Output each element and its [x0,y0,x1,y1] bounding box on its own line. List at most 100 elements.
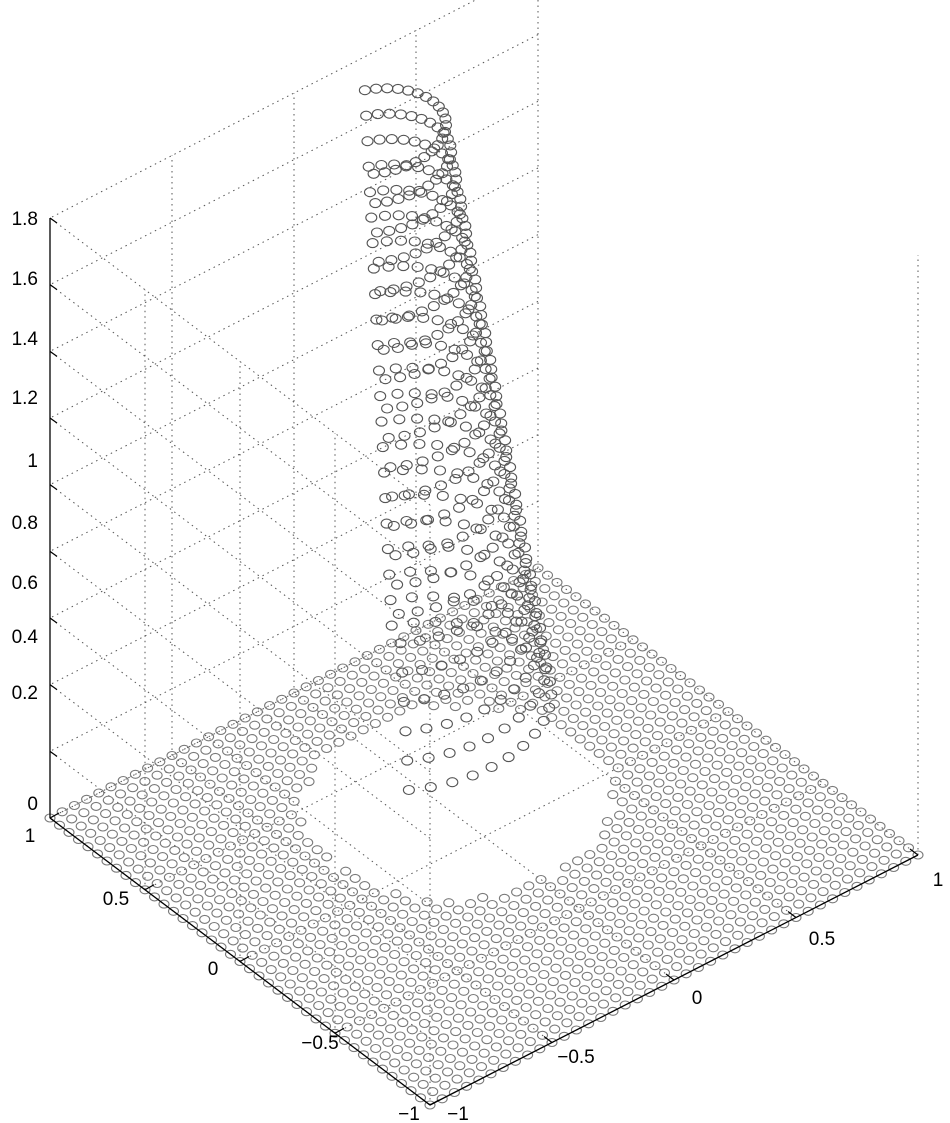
plane-point [353,691,365,701]
sheet-point [394,235,408,246]
plane-point [394,706,406,716]
plane-point [242,916,254,926]
plane-point [883,828,896,839]
plane-point [668,758,680,768]
plane-point [427,1087,439,1097]
sheet-point [465,299,478,311]
sheet-point [402,541,415,552]
plane-point [407,639,419,649]
plane-point [795,886,807,896]
plane-point [680,969,692,979]
z-tick-label: 0.8 [12,513,38,534]
plane-point [236,726,249,736]
plane-point [297,695,310,705]
plane-point [295,925,307,935]
plane-point [603,756,615,766]
plane-point [466,946,478,956]
sheet-point [411,606,424,617]
plane-point [431,904,443,914]
sheet-point [369,198,382,209]
sheet-point [455,244,468,255]
plane-point [757,857,769,867]
plane-point [332,1015,344,1025]
plane-point [382,712,394,722]
plane-point [226,888,238,899]
plane-point [249,720,261,730]
sheet-point [502,752,515,763]
plane-point [672,684,684,694]
plane-point [509,948,521,958]
plane-point [215,834,227,844]
sheet-point [460,349,474,360]
sheet-point [383,569,396,580]
plane-point [782,844,794,855]
plane-point [367,949,379,959]
plane-point [461,1081,473,1091]
plane-point [679,921,691,931]
plane-point [188,751,200,761]
plane-point [330,967,342,977]
sheet-point [441,293,454,304]
sheet-point [380,236,393,247]
z-tick-label: 0.6 [12,573,38,594]
plane-point [367,1057,379,1067]
plane-point [250,768,262,778]
plane-point [550,963,562,973]
plane-point [567,605,579,615]
plane-point [558,1031,570,1041]
sheet-point [528,728,542,739]
plane-point [619,783,631,793]
plane-point [473,967,485,977]
plane-point [380,665,392,675]
sheet-point [514,531,527,542]
plane-point [843,813,855,823]
sheet-point [481,733,495,744]
plane-point [310,906,322,916]
plane-point [635,703,647,713]
sheet-point [479,383,492,394]
plane-point [687,773,699,783]
sheet-point [460,372,473,383]
tick-marks [49,217,919,1106]
plane-point [397,909,409,919]
plane-point [222,746,234,756]
plane-point [186,921,199,931]
plane-point [246,734,258,744]
plane-point [890,849,902,859]
plane-point [583,1019,595,1029]
plane-point [596,843,608,853]
plane-point [159,838,171,848]
sheet-point [397,261,410,272]
plane-point [722,923,734,933]
plane-point [692,746,704,756]
plane-point [653,670,665,680]
sheet-point [381,83,394,94]
sheet-point [518,604,531,616]
sheet-point [469,401,482,412]
sheet-point [438,689,451,700]
plane-point [329,703,341,713]
plane-point [500,941,512,951]
sheet-point [533,622,547,633]
plane-point [520,894,532,904]
plane-point [607,1006,619,1016]
plane-point [129,878,142,888]
plane-point [723,754,735,764]
sheet-point [447,596,460,607]
plane-point [648,913,660,923]
z-tick-mark [49,217,58,224]
plane-point [277,958,289,968]
plane-point [398,632,410,642]
sheet-point [361,136,374,147]
sheet-point [471,646,484,657]
sheet-point [469,327,483,338]
plane-point [440,911,452,921]
plane-point [277,850,289,860]
sheet-point [373,134,386,145]
plane-point [654,934,666,944]
sheet-point [409,577,422,588]
plane-point [383,976,395,986]
plane-point [786,770,798,780]
plane-point [261,931,273,941]
plane-point [608,837,620,847]
